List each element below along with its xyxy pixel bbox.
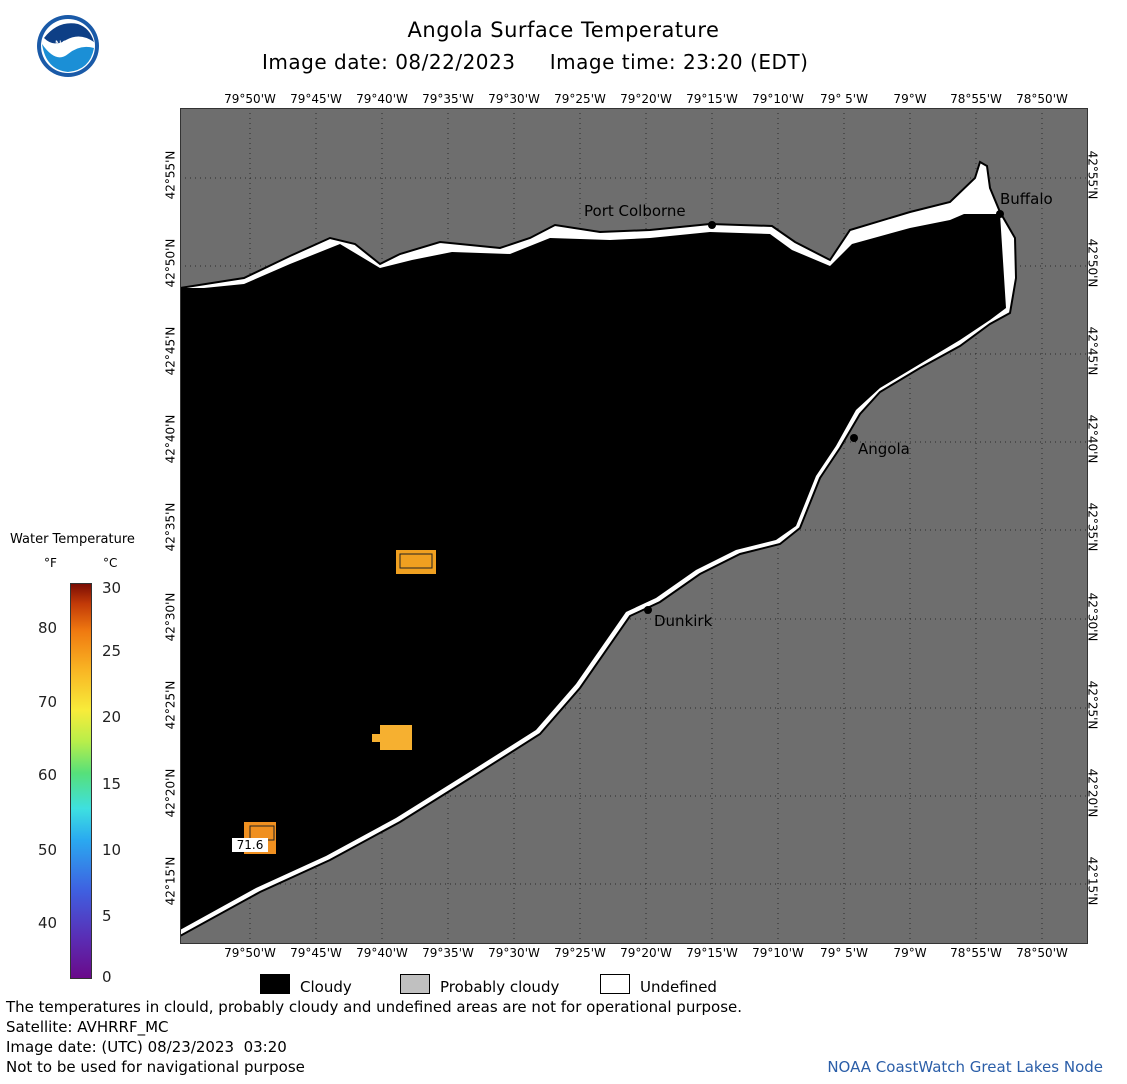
data-label-box bbox=[232, 838, 268, 852]
place-marker bbox=[644, 606, 652, 614]
place-marker bbox=[996, 210, 1004, 218]
lon-label-top: 79°50'W bbox=[224, 92, 276, 106]
colorbar-c-label: 0 bbox=[102, 968, 112, 986]
temperature-map: 71.6 Port Colborne Buffalo Angola Dunkir… bbox=[179, 108, 1088, 948]
lon-label-top: 79° 5'W bbox=[820, 92, 868, 106]
lat-label-right: 42°35'N bbox=[1085, 502, 1100, 552]
place-label-angola: Angola bbox=[858, 440, 910, 458]
lat-label-right: 42°20'N bbox=[1085, 768, 1100, 818]
lat-label-left: 42°15'N bbox=[163, 856, 178, 906]
legend-label-cloudy: Cloudy bbox=[300, 978, 352, 996]
lat-label-right: 42°30'N bbox=[1085, 592, 1100, 642]
lon-label-top: 78°50'W bbox=[1016, 92, 1068, 106]
place-marker bbox=[850, 434, 858, 442]
place-label-port-colborne: Port Colborne bbox=[584, 202, 686, 220]
legend-unit-f: °F bbox=[44, 556, 57, 570]
lat-label-right: 42°55'N bbox=[1085, 150, 1100, 200]
lon-label-bottom: 79°25'W bbox=[554, 946, 606, 960]
temperature-colorbar bbox=[70, 583, 92, 979]
lat-label-left: 42°25'N bbox=[163, 680, 178, 730]
legend-label-undefined: Undefined bbox=[640, 978, 717, 996]
colorbar-f-label: 50 bbox=[38, 841, 58, 859]
lon-label-bottom: 79°40'W bbox=[356, 946, 408, 960]
lon-label-top: 79°20'W bbox=[620, 92, 672, 106]
sst-patch-1 bbox=[396, 550, 436, 574]
lat-label-left: 42°50'N bbox=[163, 238, 178, 288]
lon-label-top: 79°35'W bbox=[422, 92, 474, 106]
lon-label-top: 79°10'W bbox=[752, 92, 804, 106]
map-frame bbox=[180, 108, 1088, 944]
lat-label-left: 42°20'N bbox=[163, 768, 178, 818]
lon-label-bottom: 79°35'W bbox=[422, 946, 474, 960]
page-subtitle: Image date: 08/22/2023 Image time: 23:20… bbox=[262, 50, 809, 74]
lat-label-right: 42°25'N bbox=[1085, 680, 1100, 730]
lat-label-left: 42°55'N bbox=[163, 150, 178, 200]
legend-title: Water Temperature bbox=[10, 532, 135, 547]
footer-navigation-warning: Not to be used for navigational purpose bbox=[6, 1058, 305, 1076]
footer-satellite: Satellite: AVHRRF_MC bbox=[6, 1018, 169, 1036]
page-title: Angola Surface Temperature bbox=[407, 18, 720, 42]
lon-label-bottom: 79°50'W bbox=[224, 946, 276, 960]
place-marker bbox=[708, 221, 716, 229]
lon-label-top: 79°30'W bbox=[488, 92, 540, 106]
footer-disclaimer: The temperatures in clould, probably clo… bbox=[6, 998, 743, 1016]
legend-label-probably-cloudy: Probably cloudy bbox=[440, 978, 560, 996]
legend-swatch-undefined bbox=[600, 974, 630, 994]
noaa-logo: NOAA bbox=[36, 14, 100, 82]
colorbar-f-label: 70 bbox=[38, 693, 58, 711]
lon-label-top: 79°15'W bbox=[686, 92, 738, 106]
legend-swatch-probably-cloudy bbox=[400, 974, 430, 994]
colorbar-c-label: 10 bbox=[102, 841, 122, 859]
footer-utc-date: Image date: (UTC) 08/23/2023 03:20 bbox=[6, 1038, 287, 1056]
legend-swatch-cloudy bbox=[260, 974, 290, 994]
lat-label-left: 42°35'N bbox=[163, 502, 178, 552]
lon-label-bottom: 79° 5'W bbox=[820, 946, 868, 960]
lon-label-top: 79°40'W bbox=[356, 92, 408, 106]
sst-patch-2 bbox=[372, 725, 412, 750]
lon-label-bottom: 79°20'W bbox=[620, 946, 672, 960]
lon-label-bottom: 79°45'W bbox=[290, 946, 342, 960]
data-label: 71.6 bbox=[237, 838, 264, 852]
legend-unit-c: °C bbox=[103, 556, 118, 570]
lon-label-bottom: 79°15'W bbox=[686, 946, 738, 960]
lat-label-right: 42°15'N bbox=[1085, 856, 1100, 906]
lon-label-bottom: 79°30'W bbox=[488, 946, 540, 960]
colorbar-c-label: 30 bbox=[102, 579, 122, 597]
lat-label-left: 42°30'N bbox=[163, 592, 178, 642]
place-label-buffalo: Buffalo bbox=[1000, 190, 1053, 208]
lon-label-bottom: 79°W bbox=[893, 946, 927, 960]
colorbar-f-label: 80 bbox=[38, 619, 58, 637]
lon-label-top: 78°55'W bbox=[950, 92, 1002, 106]
colorbar-f-label: 40 bbox=[38, 914, 58, 932]
colorbar-c-label: 25 bbox=[102, 642, 122, 660]
lon-label-top: 79°W bbox=[893, 92, 927, 106]
logo-text: NOAA bbox=[55, 40, 82, 50]
lon-label-bottom: 78°55'W bbox=[950, 946, 1002, 960]
lon-label-bottom: 78°50'W bbox=[1016, 946, 1068, 960]
colorbar-f-label: 60 bbox=[38, 766, 58, 784]
lat-label-right: 42°45'N bbox=[1085, 326, 1100, 376]
colorbar-c-label: 20 bbox=[102, 708, 122, 726]
lon-label-bottom: 79°10'W bbox=[752, 946, 804, 960]
lat-label-right: 42°50'N bbox=[1085, 238, 1100, 288]
lat-label-left: 42°40'N bbox=[163, 414, 178, 464]
lat-label-left: 42°45'N bbox=[163, 326, 178, 376]
lat-label-right: 42°40'N bbox=[1085, 414, 1100, 464]
cloudy-area bbox=[180, 214, 1006, 930]
colorbar-c-label: 5 bbox=[102, 907, 112, 925]
colorbar-c-label: 15 bbox=[102, 775, 122, 793]
place-label-dunkirk: Dunkirk bbox=[654, 612, 713, 630]
credit-link[interactable]: NOAA CoastWatch Great Lakes Node bbox=[827, 1058, 1103, 1076]
lon-label-top: 79°45'W bbox=[290, 92, 342, 106]
lon-label-top: 79°25'W bbox=[554, 92, 606, 106]
